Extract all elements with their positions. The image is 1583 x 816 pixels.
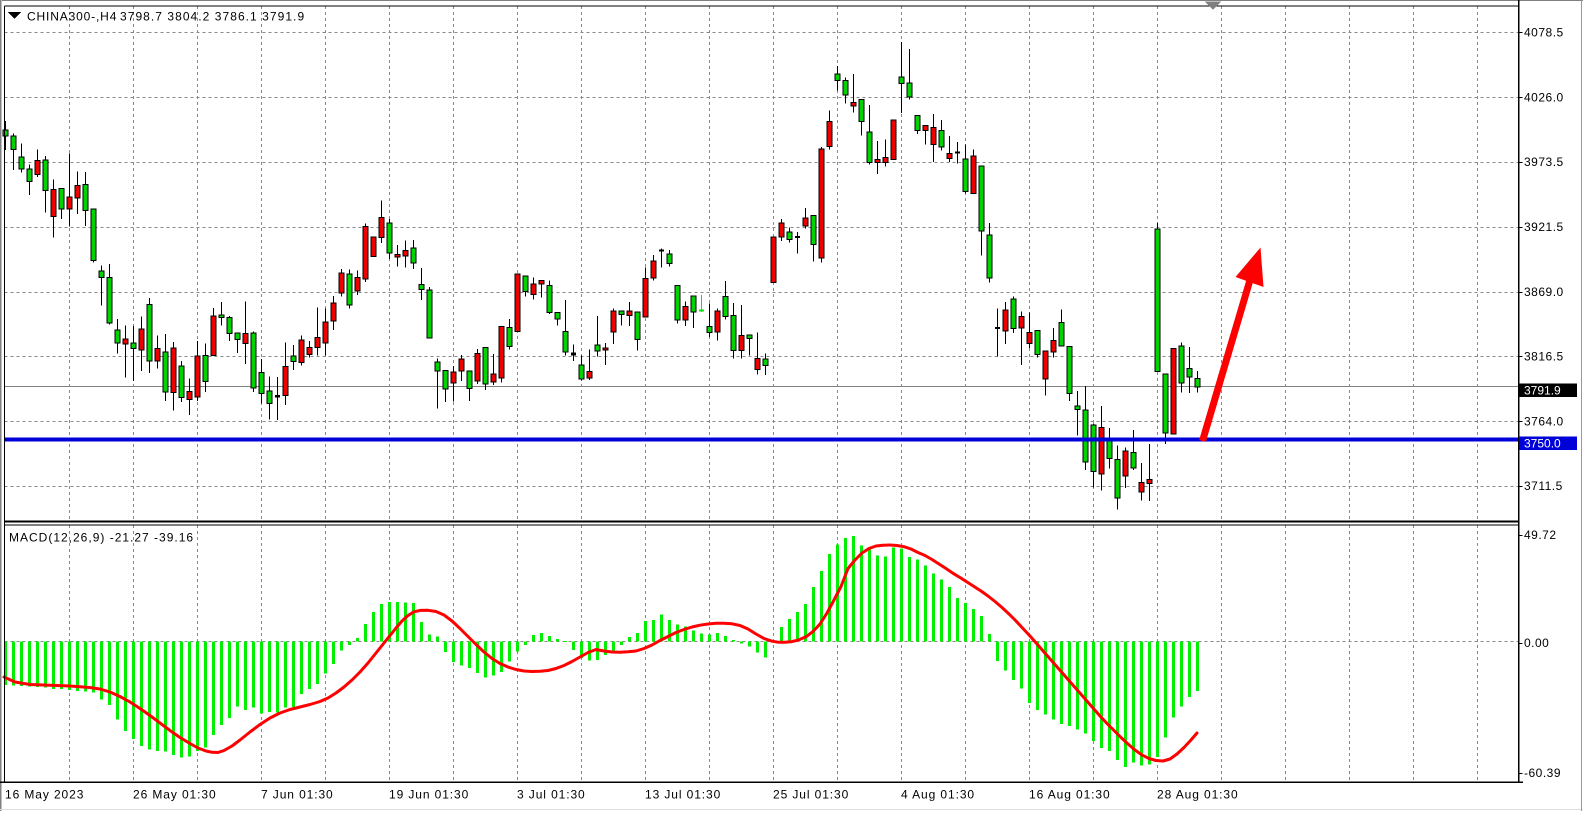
svg-text:28 Aug 01:30: 28 Aug 01:30 — [1157, 788, 1239, 802]
svg-text:3764.0: 3764.0 — [1524, 414, 1564, 428]
svg-text:3921.5: 3921.5 — [1524, 220, 1564, 234]
svg-text:3973.5: 3973.5 — [1524, 155, 1564, 169]
svg-text:MACD(12,26,9) -21.27 -39.16: MACD(12,26,9) -21.27 -39.16 — [9, 531, 194, 545]
svg-text:3869.0: 3869.0 — [1524, 285, 1564, 299]
svg-text:3711.5: 3711.5 — [1524, 479, 1563, 493]
svg-text:CHINA300-,H4: CHINA300-,H4 — [27, 10, 117, 24]
svg-text:3 Jul 01:30: 3 Jul 01:30 — [517, 788, 586, 802]
svg-text:25 Jul 01:30: 25 Jul 01:30 — [773, 788, 849, 802]
svg-text:26 May 01:30: 26 May 01:30 — [133, 788, 217, 802]
svg-text:0.00: 0.00 — [1524, 636, 1549, 650]
svg-text:7 Jun 01:30: 7 Jun 01:30 — [261, 788, 334, 802]
svg-text:13 Jul 01:30: 13 Jul 01:30 — [645, 788, 721, 802]
svg-text:16 May 2023: 16 May 2023 — [5, 788, 84, 802]
svg-text:3791.9: 3791.9 — [1524, 383, 1561, 397]
svg-text:4026.0: 4026.0 — [1524, 91, 1564, 105]
svg-text:-60.39: -60.39 — [1524, 766, 1561, 780]
svg-text:3798.7 3804.2 3786.1 3791.9: 3798.7 3804.2 3786.1 3791.9 — [120, 10, 305, 24]
svg-text:16 Aug 01:30: 16 Aug 01:30 — [1029, 788, 1111, 802]
svg-text:4 Aug 01:30: 4 Aug 01:30 — [901, 788, 975, 802]
svg-text:19 Jun 01:30: 19 Jun 01:30 — [389, 788, 469, 802]
svg-text:4078.5: 4078.5 — [1524, 26, 1564, 40]
svg-text:49.72: 49.72 — [1524, 528, 1557, 542]
svg-text:3816.5: 3816.5 — [1524, 350, 1564, 364]
svg-text:3750.0: 3750.0 — [1524, 436, 1561, 450]
